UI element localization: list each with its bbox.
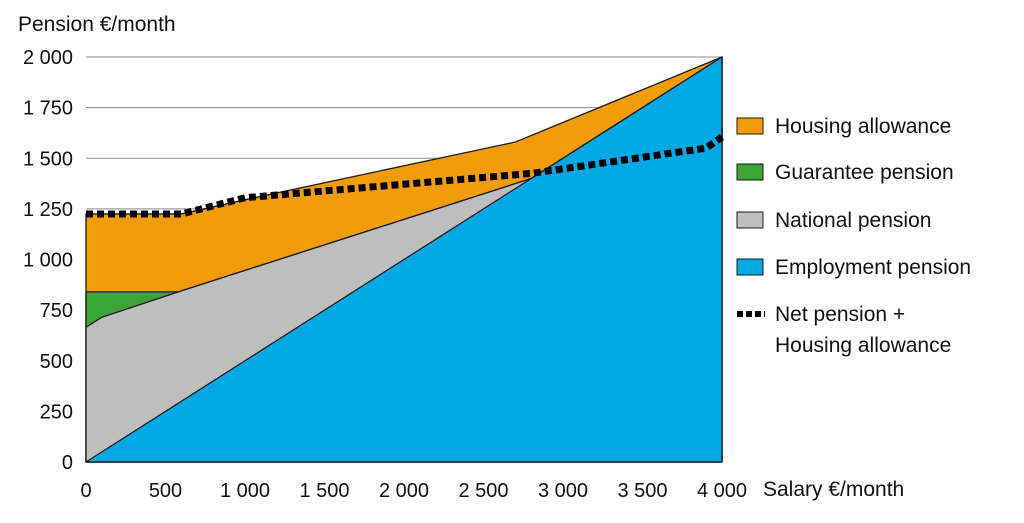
x-tick-label: 2 000 [379, 480, 429, 502]
x-tick-label: 1 500 [299, 480, 349, 502]
legend-label-net-pension-housing-allowance: Housing allowance [775, 334, 951, 357]
legend-swatch-housing-allowance [736, 117, 764, 135]
legend-swatch-employment-pension [736, 258, 764, 276]
legend-label-guarantee-pension: Guarantee pension [775, 161, 954, 184]
x-tick-label: 0 [80, 480, 91, 502]
plot-areas [85, 56, 723, 463]
area-employment-pension [85, 56, 723, 463]
x-tick-label: 4 000 [697, 480, 747, 502]
x-tick-label: 3 000 [538, 480, 588, 502]
y-tick-label: 0 [62, 452, 73, 474]
x-tick-label: 1 000 [220, 480, 270, 502]
y-tick-label: 1 500 [23, 148, 73, 170]
y-axis-title: Pension €/month [18, 13, 176, 36]
plot-lines [86, 134, 725, 218]
legend-label-national-pension: National pension [775, 209, 931, 232]
y-tick-label: 500 [40, 351, 73, 373]
x-axis-ticks: 0 500 1 000 1 500 2 000 2 500 3 000 3 500 4 000 [80, 480, 747, 502]
legend: Housing allowance Guarantee pension Nation… [736, 115, 971, 357]
legend-label-employment-pension: Employment pension [775, 256, 971, 279]
y-tick-label: 1 750 [23, 98, 73, 120]
legend-swatch-guarantee-pension [736, 163, 764, 181]
y-tick-label: 1 250 [23, 199, 73, 221]
x-tick-label: 3 500 [617, 480, 667, 502]
line-net-pension-housing-allowance [86, 134, 725, 218]
legend-swatch-national-pension [736, 211, 764, 229]
x-tick-label: 2 500 [458, 480, 508, 502]
x-axis-title: Salary €/month [763, 478, 904, 501]
legend-label-housing-allowance: Housing allowance [775, 115, 951, 138]
legend-label-net-pension-housing-allowance: Net pension + [775, 303, 905, 326]
y-tick-label: 2 000 [23, 47, 73, 69]
y-axis-ticks: 0 250 500 750 1 000 1 250 1 500 1 750 2 000 [23, 47, 73, 474]
y-tick-label: 1 000 [23, 250, 73, 272]
x-tick-label: 500 [149, 480, 182, 502]
y-tick-label: 750 [40, 300, 73, 322]
y-tick-label: 250 [40, 401, 73, 423]
